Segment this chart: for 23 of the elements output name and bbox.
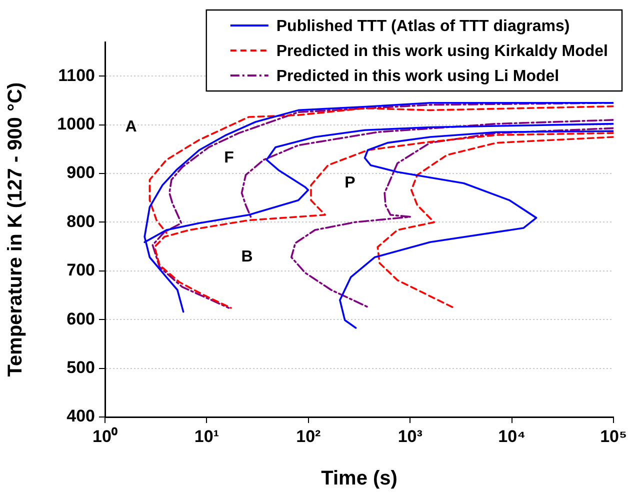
x-tick-label: 10³ bbox=[398, 426, 423, 446]
y-tick-label: 400 bbox=[66, 406, 95, 426]
legend-label: Predicted in this work using Li Model bbox=[276, 68, 560, 85]
annotation: B bbox=[241, 248, 253, 266]
x-axis-title: Time (s) bbox=[321, 468, 398, 490]
y-tick-label: 1100 bbox=[58, 66, 95, 85]
x-tick-label: 10⁴ bbox=[498, 426, 526, 446]
y-tick-label: 500 bbox=[66, 358, 95, 377]
x-tick-label: 10⁵ bbox=[600, 426, 628, 446]
x-tick-label: 10¹ bbox=[194, 426, 220, 446]
annotation: F bbox=[224, 149, 234, 166]
x-tick-label: 10² bbox=[296, 426, 322, 446]
annotation: P bbox=[344, 174, 356, 192]
y-tick-label: 700 bbox=[66, 260, 95, 280]
annotation: A bbox=[125, 118, 138, 136]
y-tick-label: 900 bbox=[66, 163, 95, 182]
y-axis-title: Temperature in K (127 - 900 °C) bbox=[4, 82, 27, 377]
y-tick-label: 600 bbox=[66, 309, 95, 328]
legend-label: Published TTT (Atlas of TTT diagrams) bbox=[276, 18, 570, 35]
x-tick-label: 10⁰ bbox=[92, 426, 118, 446]
y-tick-label: 800 bbox=[66, 212, 95, 231]
legend-label: Predicted in this work using Kirkaldy Model bbox=[276, 42, 608, 60]
y-tick-label: 1000 bbox=[57, 114, 95, 134]
